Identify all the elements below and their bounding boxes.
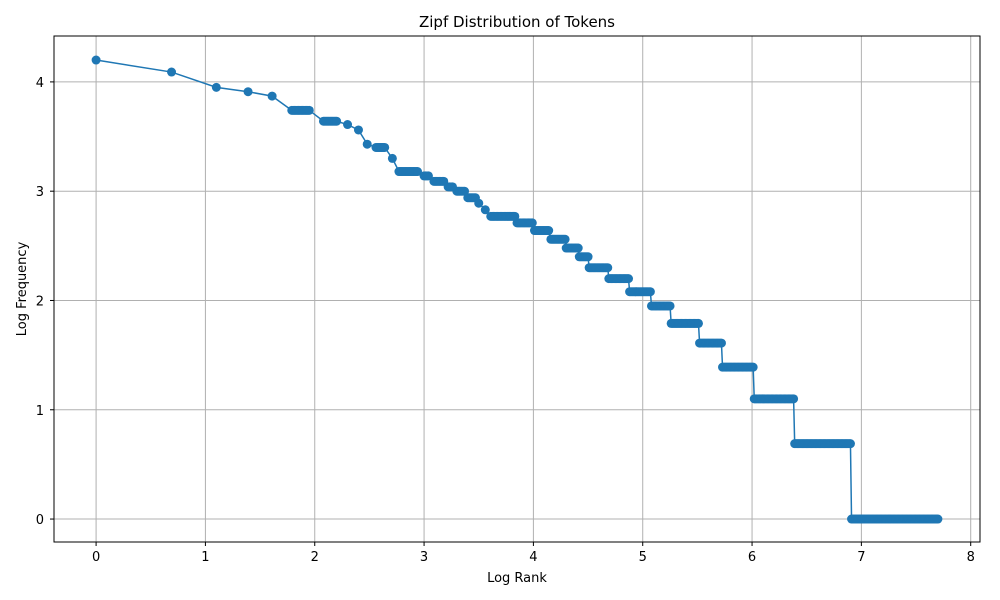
data-point bbox=[343, 120, 353, 130]
y-tick-label: 1 bbox=[36, 404, 44, 419]
data-point bbox=[91, 55, 101, 65]
data-point bbox=[413, 167, 423, 177]
axis-ticks: 0 1 2 3 4 5 6 7 8 0 1 2 3 4 bbox=[36, 76, 975, 565]
data-markers bbox=[91, 55, 943, 524]
x-tick-label: 8 bbox=[967, 550, 975, 565]
y-tick-label: 0 bbox=[36, 513, 44, 528]
data-point bbox=[789, 394, 799, 404]
data-point bbox=[211, 82, 221, 92]
x-tick-label: 3 bbox=[420, 550, 428, 565]
data-point bbox=[693, 318, 703, 328]
data-point bbox=[423, 171, 433, 181]
series-path bbox=[95, 59, 938, 520]
x-tick-label: 5 bbox=[639, 550, 647, 565]
x-tick-label: 0 bbox=[92, 550, 100, 565]
data-point bbox=[748, 362, 758, 372]
y-tick-label: 3 bbox=[36, 185, 44, 200]
y-axis-label: Log Frequency bbox=[15, 241, 30, 336]
data-point bbox=[544, 226, 554, 236]
grid-lines bbox=[54, 36, 980, 542]
chart-title: Zipf Distribution of Tokens bbox=[419, 13, 615, 31]
data-point bbox=[645, 287, 655, 297]
data-point bbox=[665, 301, 675, 311]
data-point bbox=[332, 116, 342, 126]
data-point bbox=[243, 87, 253, 97]
data-point bbox=[933, 514, 943, 524]
x-tick-label: 6 bbox=[748, 550, 756, 565]
data-point bbox=[560, 234, 570, 244]
data-point bbox=[480, 205, 490, 215]
data-point bbox=[353, 125, 363, 135]
data-point bbox=[573, 243, 583, 253]
data-point bbox=[583, 252, 593, 262]
series-line bbox=[95, 59, 938, 520]
data-point bbox=[845, 439, 855, 449]
data-point bbox=[167, 67, 177, 77]
data-point bbox=[624, 274, 634, 284]
x-tick-label: 1 bbox=[201, 550, 209, 565]
data-point bbox=[716, 338, 726, 348]
y-tick-label: 2 bbox=[36, 294, 44, 309]
data-point bbox=[387, 153, 397, 163]
data-point bbox=[304, 105, 314, 115]
data-point bbox=[267, 91, 277, 101]
data-point bbox=[527, 218, 537, 228]
data-point bbox=[474, 198, 484, 208]
x-tick-label: 4 bbox=[529, 550, 537, 565]
x-tick-label: 2 bbox=[311, 550, 319, 565]
data-point bbox=[380, 142, 390, 152]
x-axis-label: Log Rank bbox=[487, 571, 547, 586]
data-point bbox=[603, 263, 613, 273]
data-point bbox=[362, 139, 372, 149]
axes-frame bbox=[53, 35, 981, 543]
y-tick-label: 4 bbox=[36, 76, 44, 91]
x-tick-label: 7 bbox=[857, 550, 865, 565]
